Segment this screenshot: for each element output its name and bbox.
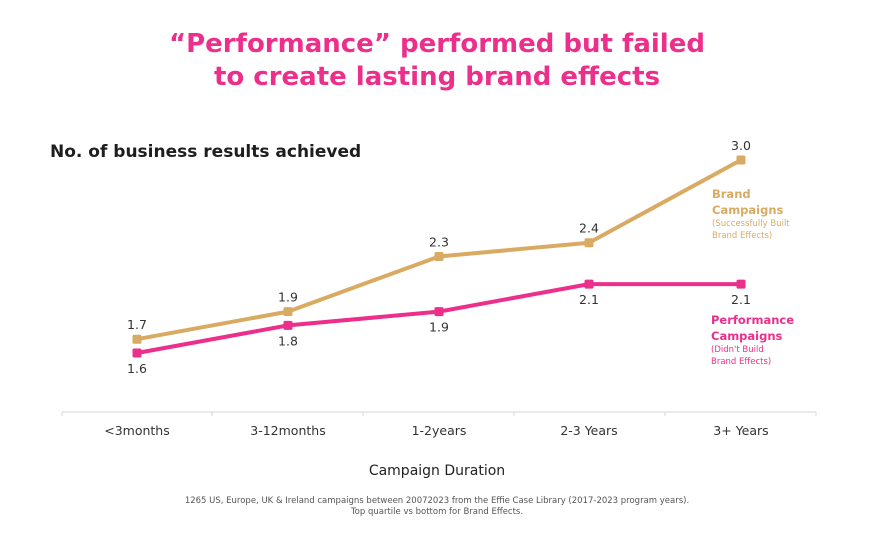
data-point-performance-1: [283, 320, 293, 330]
data-point-performance-4: [736, 279, 746, 289]
data-label-performance-0: 1.6: [127, 361, 147, 376]
footnote-line-1: 1265 US, Europe, UK & Ireland campaigns …: [184, 496, 690, 506]
legend-brand-subtitle-line-1: (Successfully Built: [712, 219, 790, 229]
legend-performance-subtitle-line-2: Brand Effects): [711, 357, 772, 367]
data-label-brand-3: 2.4: [579, 221, 599, 236]
legend-brand-campaigns: Brand Campaigns (Successfully Built Bran…: [712, 186, 790, 242]
data-label-performance-1: 1.8: [278, 333, 298, 348]
legend-performance-name-line-2: Campaigns: [711, 329, 783, 343]
data-point-brand-0: [132, 334, 142, 344]
x-tick-label-2: 1-2years: [412, 423, 467, 438]
legend-brand-subtitle-line-2: Brand Effects): [712, 231, 773, 241]
x-tick-label-4: 3+ Years: [713, 423, 768, 438]
data-label-brand-2: 2.3: [429, 235, 449, 250]
legend-brand-name-line-2: Campaigns: [712, 203, 784, 217]
data-label-performance-4: 2.1: [731, 292, 751, 307]
legend-performance-campaigns: Performance Campaigns (Didn't Build Bran…: [711, 312, 794, 368]
data-label-performance-3: 2.1: [579, 292, 599, 307]
data-point-brand-3: [584, 238, 594, 248]
x-axis-title: Campaign Duration: [368, 463, 506, 479]
footnote-line-2: Top quartile vs bottom for Brand Effects…: [350, 507, 524, 517]
data-point-performance-2: [434, 307, 444, 317]
chart-title: “Performance” performed but failed to cr…: [0, 28, 874, 94]
y-axis-label: No. of business results achieved: [50, 142, 362, 162]
data-label-performance-2: 1.9: [429, 320, 449, 335]
data-label-brand-4: 3.0: [731, 138, 751, 153]
footnote: 1265 US, Europe, UK & Ireland campaigns …: [0, 496, 874, 518]
data-point-performance-0: [132, 348, 142, 358]
x-tick-label-0: <3months: [104, 423, 170, 438]
chart-title-line-2: to create lasting brand effects: [213, 62, 661, 92]
legend-performance-subtitle-line-1: (Didn't Build: [711, 345, 764, 355]
legend-brand-name-line-1: Brand: [712, 187, 751, 201]
x-tick-label-3: 2-3 Years: [560, 423, 617, 438]
data-point-brand-1: [283, 307, 293, 317]
data-point-brand-2: [434, 252, 444, 261]
chart-title-line-1: “Performance” performed but failed: [169, 29, 705, 59]
data-point-performance-3: [584, 279, 594, 289]
x-tick-label-1: 3-12months: [250, 423, 325, 438]
data-point-brand-4: [736, 155, 746, 165]
data-label-brand-1: 1.9: [278, 290, 298, 305]
data-label-brand-0: 1.7: [127, 317, 147, 332]
legend-performance-name-line-1: Performance: [711, 313, 795, 327]
series-line-performance: [135, 282, 743, 355]
